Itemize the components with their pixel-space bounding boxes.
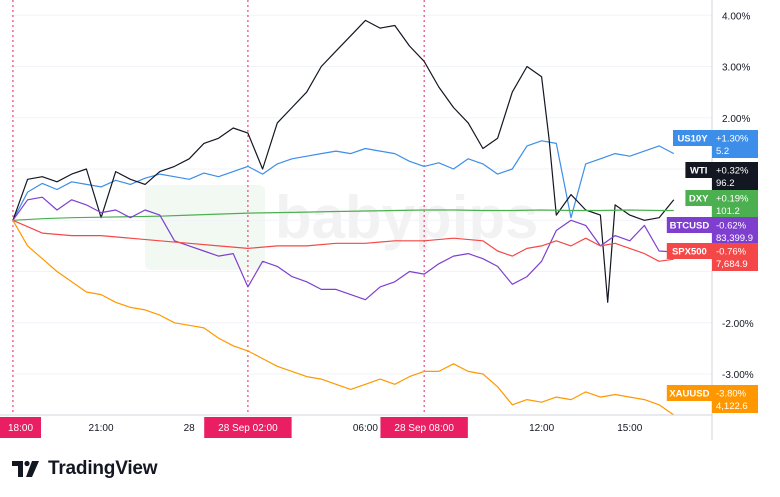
series-name: SPX500 bbox=[672, 247, 707, 258]
series-change: -3.80% bbox=[716, 389, 747, 400]
tradingview-wordmark: TradingView bbox=[48, 458, 158, 479]
session-lines bbox=[12, 0, 425, 415]
x-axis: 18:00 21:00 28 28 Sep 02:00 06:00 28 Sep 08:0… bbox=[0, 414, 712, 438]
chart-grid bbox=[10, 14, 712, 375]
series-line-xauusd bbox=[12, 220, 675, 416]
tradingview-logo[interactable]: TradingView bbox=[12, 458, 158, 480]
x-tick-label: 28 bbox=[184, 423, 196, 434]
x-tick-label: 18:00 bbox=[8, 423, 33, 434]
series-line-spx500 bbox=[12, 219, 674, 262]
series-value-box bbox=[712, 162, 758, 190]
x-tick-label: 12:00 bbox=[529, 423, 554, 434]
series-change: +0.19% bbox=[716, 194, 749, 205]
series-label-us10y: US10Y +1.30%5.2 bbox=[673, 130, 758, 158]
series-change: -0.62% bbox=[716, 221, 747, 232]
series-name-badge bbox=[673, 130, 712, 146]
series-change: +1.30% bbox=[716, 134, 749, 145]
series-label-xauusd: XAUUSD -3.80%4,122.6 bbox=[666, 385, 758, 413]
series-name: DXY bbox=[689, 194, 709, 205]
series-value-box bbox=[712, 217, 758, 245]
chart-canvas[interactable]: babypips 4.00% 3.00% 2.00% -2.00% -3.00% 18:… bbox=[0, 0, 780, 440]
series-value: 96.2 bbox=[716, 178, 735, 189]
series-lines bbox=[12, 19, 675, 416]
series-change: +0.32% bbox=[716, 166, 749, 177]
series-name-badge bbox=[666, 243, 712, 259]
series-line-dxy bbox=[12, 209, 674, 221]
series-name: XAUUSD bbox=[669, 389, 709, 400]
tradingview-logo-icon bbox=[12, 460, 39, 477]
x-tick-label: 21:00 bbox=[89, 423, 114, 434]
series-line-wti bbox=[12, 19, 675, 303]
series-value-box bbox=[712, 130, 758, 158]
series-line-btcusd bbox=[12, 196, 674, 301]
y-tick-label: 3.00% bbox=[722, 63, 750, 74]
series-line-us10y bbox=[12, 140, 675, 221]
x-highlight-badge bbox=[380, 417, 468, 438]
series-label-spx500: SPX500 -0.76%7,684.9 bbox=[666, 243, 758, 271]
series-name-badge bbox=[666, 385, 712, 401]
y-tick-label: 2.00% bbox=[722, 114, 750, 125]
x-highlight-badge bbox=[0, 417, 41, 438]
series-label-btcusd: BTCUSD -0.62%83,399.9 bbox=[666, 217, 758, 245]
series-label-dxy: DXY +0.19%101.2 bbox=[685, 190, 758, 218]
series-labels: US10Y +1.30%5.2 WTI +0.32%96.2 DXY +0.19%101.… bbox=[666, 130, 758, 413]
x-tick-label: 28 Sep 02:00 bbox=[218, 423, 278, 434]
series-value: 4,122.6 bbox=[716, 401, 748, 412]
x-tick-label: 06:00 bbox=[353, 423, 378, 434]
series-value: 5.2 bbox=[716, 146, 729, 157]
series-name: WTI bbox=[690, 166, 707, 177]
babypips-watermark: babypips bbox=[145, 184, 538, 270]
series-value: 101.2 bbox=[716, 206, 740, 217]
y-tick-label: -3.00% bbox=[722, 370, 754, 381]
series-name: BTCUSD bbox=[670, 221, 710, 232]
series-value: 83,399.9 bbox=[716, 233, 753, 244]
series-name-badge bbox=[685, 190, 712, 206]
series-label-wti: WTI +0.32%96.2 bbox=[685, 162, 758, 190]
x-tick-label: 15:00 bbox=[617, 423, 642, 434]
watermark-text: babypips bbox=[275, 184, 538, 251]
y-tick-label: 4.00% bbox=[722, 11, 750, 22]
watermark-shape bbox=[145, 185, 265, 270]
series-value-box bbox=[712, 385, 758, 413]
series-name: US10Y bbox=[677, 134, 708, 145]
x-tick-label: 28 Sep 08:00 bbox=[394, 423, 454, 434]
series-value-box bbox=[712, 243, 758, 271]
series-value: 7,684.9 bbox=[716, 259, 748, 270]
series-change: -0.76% bbox=[716, 247, 747, 258]
x-highlight-badge bbox=[204, 417, 292, 438]
series-name-badge bbox=[685, 162, 712, 178]
series-name-badge bbox=[666, 217, 712, 233]
series-value-box bbox=[712, 190, 758, 218]
y-tick-label: -2.00% bbox=[722, 319, 754, 330]
